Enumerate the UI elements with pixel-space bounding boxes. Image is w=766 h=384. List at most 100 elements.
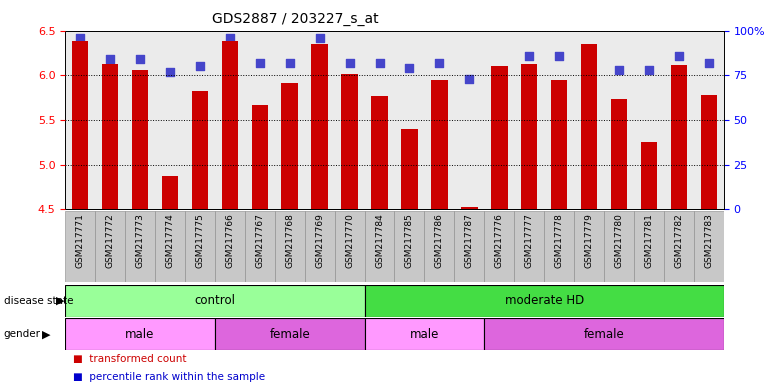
Text: control: control bbox=[195, 295, 235, 307]
Bar bbox=[551, 80, 568, 209]
Bar bbox=[185, 211, 214, 282]
Point bbox=[283, 60, 296, 66]
Text: ▶: ▶ bbox=[56, 296, 64, 306]
Bar bbox=[95, 211, 125, 282]
Text: GSM217772: GSM217772 bbox=[106, 214, 115, 268]
Bar bbox=[604, 31, 634, 209]
Bar bbox=[424, 211, 454, 282]
Text: female: female bbox=[270, 328, 310, 341]
Bar bbox=[125, 31, 155, 209]
Bar bbox=[574, 211, 604, 282]
Bar bbox=[394, 31, 424, 209]
Bar bbox=[245, 31, 275, 209]
Text: disease state: disease state bbox=[4, 296, 74, 306]
Text: GSM217782: GSM217782 bbox=[674, 214, 683, 268]
Bar bbox=[214, 211, 245, 282]
Point bbox=[373, 60, 385, 66]
Bar bbox=[72, 41, 88, 209]
Text: GSM217784: GSM217784 bbox=[375, 214, 384, 268]
Bar bbox=[335, 211, 365, 282]
Point bbox=[224, 35, 236, 41]
Text: GSM217781: GSM217781 bbox=[644, 214, 653, 268]
Bar bbox=[454, 31, 484, 209]
Bar bbox=[245, 211, 275, 282]
Point bbox=[463, 76, 476, 82]
Text: GSM217780: GSM217780 bbox=[614, 214, 624, 268]
Bar bbox=[454, 211, 484, 282]
Bar bbox=[251, 105, 268, 209]
Bar bbox=[305, 211, 335, 282]
Bar bbox=[634, 31, 664, 209]
Text: female: female bbox=[584, 328, 624, 341]
Bar bbox=[604, 211, 634, 282]
Point bbox=[194, 63, 206, 70]
Point bbox=[523, 53, 535, 59]
Bar bbox=[394, 211, 424, 282]
Point bbox=[134, 56, 146, 62]
Text: GSM217779: GSM217779 bbox=[584, 214, 594, 268]
Text: GSM217771: GSM217771 bbox=[76, 214, 84, 268]
Bar bbox=[275, 211, 305, 282]
Bar bbox=[342, 74, 358, 209]
Bar bbox=[335, 31, 365, 209]
Text: GSM217778: GSM217778 bbox=[555, 214, 564, 268]
Text: GSM217775: GSM217775 bbox=[195, 214, 205, 268]
Text: GSM217786: GSM217786 bbox=[435, 214, 444, 268]
Point bbox=[343, 60, 355, 66]
Bar bbox=[521, 64, 538, 209]
Bar bbox=[574, 31, 604, 209]
Bar bbox=[372, 96, 388, 209]
Bar bbox=[424, 31, 454, 209]
Bar bbox=[431, 80, 447, 209]
Bar bbox=[305, 31, 335, 209]
Bar bbox=[275, 31, 305, 209]
Bar bbox=[365, 318, 484, 350]
Bar bbox=[544, 31, 574, 209]
Text: gender: gender bbox=[4, 329, 41, 339]
Bar bbox=[484, 318, 724, 350]
Text: ■  percentile rank within the sample: ■ percentile rank within the sample bbox=[73, 372, 265, 382]
Text: GSM217769: GSM217769 bbox=[315, 214, 324, 268]
Text: GSM217787: GSM217787 bbox=[465, 214, 474, 268]
Point bbox=[493, 74, 506, 80]
Bar bbox=[214, 318, 365, 350]
Bar bbox=[544, 211, 574, 282]
Bar bbox=[484, 211, 514, 282]
Bar bbox=[664, 31, 694, 209]
Bar bbox=[185, 31, 214, 209]
Text: moderate HD: moderate HD bbox=[505, 295, 584, 307]
Bar bbox=[484, 31, 514, 209]
Point bbox=[613, 67, 625, 73]
Text: GSM217767: GSM217767 bbox=[255, 214, 264, 268]
Bar bbox=[671, 65, 687, 209]
Bar bbox=[701, 95, 717, 209]
Point bbox=[404, 65, 416, 71]
Point bbox=[553, 53, 565, 59]
Bar bbox=[155, 211, 185, 282]
Bar bbox=[365, 211, 394, 282]
Text: GSM217773: GSM217773 bbox=[136, 214, 145, 268]
Text: GSM217770: GSM217770 bbox=[345, 214, 354, 268]
Bar bbox=[125, 211, 155, 282]
Bar bbox=[491, 66, 508, 209]
Text: GSM217766: GSM217766 bbox=[225, 214, 234, 268]
Point bbox=[104, 56, 116, 62]
Point bbox=[702, 60, 715, 66]
Bar bbox=[365, 285, 724, 317]
Bar bbox=[65, 211, 95, 282]
Text: GSM217774: GSM217774 bbox=[165, 214, 175, 268]
Text: GSM217768: GSM217768 bbox=[285, 214, 294, 268]
Text: ▶: ▶ bbox=[42, 329, 51, 339]
Point bbox=[434, 60, 446, 66]
Bar bbox=[192, 91, 208, 209]
Point bbox=[583, 60, 595, 66]
Bar bbox=[694, 211, 724, 282]
Bar bbox=[95, 31, 125, 209]
Bar bbox=[514, 211, 544, 282]
Bar bbox=[514, 31, 544, 209]
Point bbox=[74, 35, 87, 41]
Bar bbox=[581, 44, 597, 209]
Bar bbox=[155, 31, 185, 209]
Bar bbox=[401, 129, 417, 209]
Bar bbox=[312, 44, 328, 209]
